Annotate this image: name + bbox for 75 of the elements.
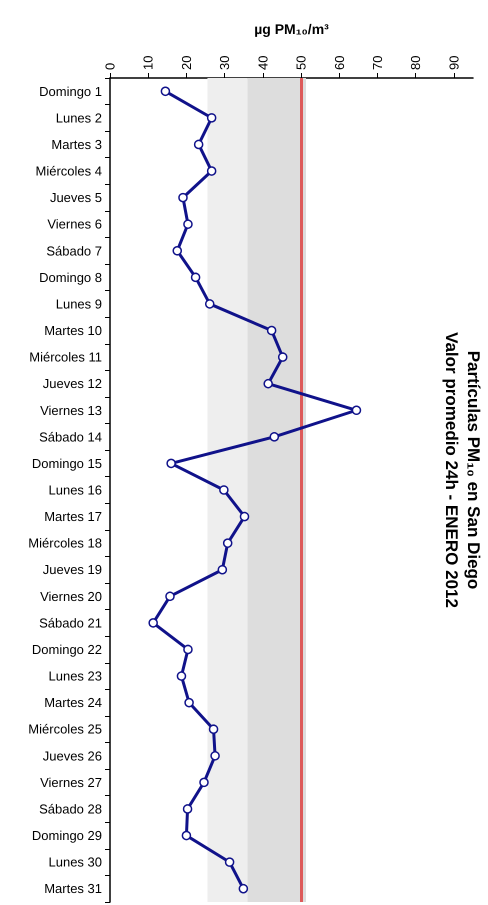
y-tick-label: Martes 24 bbox=[44, 695, 102, 710]
x-tick-label: 90 bbox=[446, 56, 462, 70]
y-tick-label: Sábado 7 bbox=[46, 243, 102, 258]
x-tick-label: 10 bbox=[140, 56, 156, 70]
point bbox=[178, 192, 188, 202]
point bbox=[183, 644, 193, 654]
point bbox=[270, 432, 280, 442]
x-tick-label: 60 bbox=[332, 56, 347, 70]
point bbox=[194, 140, 204, 150]
y-tick-label: Domingo 15 bbox=[32, 456, 102, 471]
x-tick-label: 40 bbox=[255, 56, 270, 70]
y-tick-label: Sábado 14 bbox=[39, 429, 102, 444]
point bbox=[182, 830, 192, 840]
y-tick-label: Domingo 1 bbox=[39, 84, 102, 99]
point bbox=[148, 618, 158, 628]
point bbox=[172, 246, 182, 256]
y-tick-label: Viernes 27 bbox=[40, 774, 102, 790]
y-tick-label: Lunes 23 bbox=[48, 668, 102, 684]
point bbox=[219, 485, 229, 495]
point bbox=[182, 804, 192, 814]
point bbox=[278, 352, 288, 362]
point bbox=[352, 406, 362, 416]
point bbox=[210, 751, 220, 761]
x-tick-label: 80 bbox=[408, 56, 424, 70]
x-axis-title: µg PM₁₀/m³ bbox=[254, 21, 330, 37]
y-tick-label: Miércoles 11 bbox=[29, 350, 102, 365]
y-tick-label: Lunes 30 bbox=[48, 854, 102, 870]
point bbox=[218, 564, 228, 574]
point bbox=[266, 326, 276, 336]
y-tick-label: Jueves 12 bbox=[42, 376, 102, 392]
x-tick-label: 70 bbox=[370, 56, 385, 70]
x-tick-label: 50 bbox=[294, 56, 309, 70]
point bbox=[183, 219, 193, 229]
y-tick-label: Jueves 5 bbox=[50, 190, 102, 206]
y-tick-label: Miércoles 18 bbox=[28, 536, 102, 551]
text: Valor promedio 24h - ENERO 2012 bbox=[442, 332, 461, 608]
point bbox=[206, 113, 216, 123]
point bbox=[204, 299, 214, 309]
text: Partículas PM₁₀ en San Diego bbox=[464, 350, 483, 590]
y-tick-label: Martes 31 bbox=[44, 881, 102, 896]
point bbox=[160, 86, 170, 96]
y-tick-label: Martes 10 bbox=[44, 323, 102, 338]
point bbox=[208, 724, 218, 734]
point bbox=[184, 698, 194, 708]
y-tick-label: Sábado 21 bbox=[39, 615, 102, 630]
y-tick-label: Viernes 20 bbox=[40, 588, 102, 604]
y-tick-label: Lunes 9 bbox=[56, 296, 102, 312]
y-tick-label: Domingo 22 bbox=[32, 642, 102, 657]
x-tick-label: 0 bbox=[102, 62, 118, 70]
y-tick-label: Martes 17 bbox=[44, 509, 102, 524]
point bbox=[240, 512, 250, 522]
point bbox=[165, 592, 175, 602]
y-tick-label: Domingo 29 bbox=[32, 828, 102, 844]
y-tick-label: Jueves 19 bbox=[42, 562, 102, 578]
y-tick-label: Jueves 26 bbox=[42, 748, 102, 764]
x-tick-label: 30 bbox=[217, 56, 232, 70]
point bbox=[176, 671, 186, 681]
point bbox=[166, 458, 176, 468]
y-tick-label: Miércoles 25 bbox=[28, 722, 102, 737]
point bbox=[199, 778, 209, 788]
point bbox=[263, 378, 273, 388]
point bbox=[206, 166, 216, 176]
y-tick-label: Martes 3 bbox=[51, 136, 102, 152]
y-tick-label: Lunes 16 bbox=[48, 482, 102, 498]
y-tick-label: Domingo 8 bbox=[39, 270, 102, 285]
y-tick-label: Viernes 6 bbox=[47, 216, 102, 232]
point bbox=[224, 857, 234, 867]
point bbox=[190, 272, 200, 282]
y-tick-label: Lunes 2 bbox=[56, 110, 102, 126]
y-tick-label: Sábado 28 bbox=[39, 801, 102, 816]
point bbox=[222, 538, 232, 548]
y-tick-label: Miércoles 4 bbox=[36, 164, 102, 179]
point bbox=[238, 884, 248, 894]
x-tick-label: 20 bbox=[178, 56, 194, 70]
y-tick-label: Viernes 13 bbox=[40, 402, 102, 418]
